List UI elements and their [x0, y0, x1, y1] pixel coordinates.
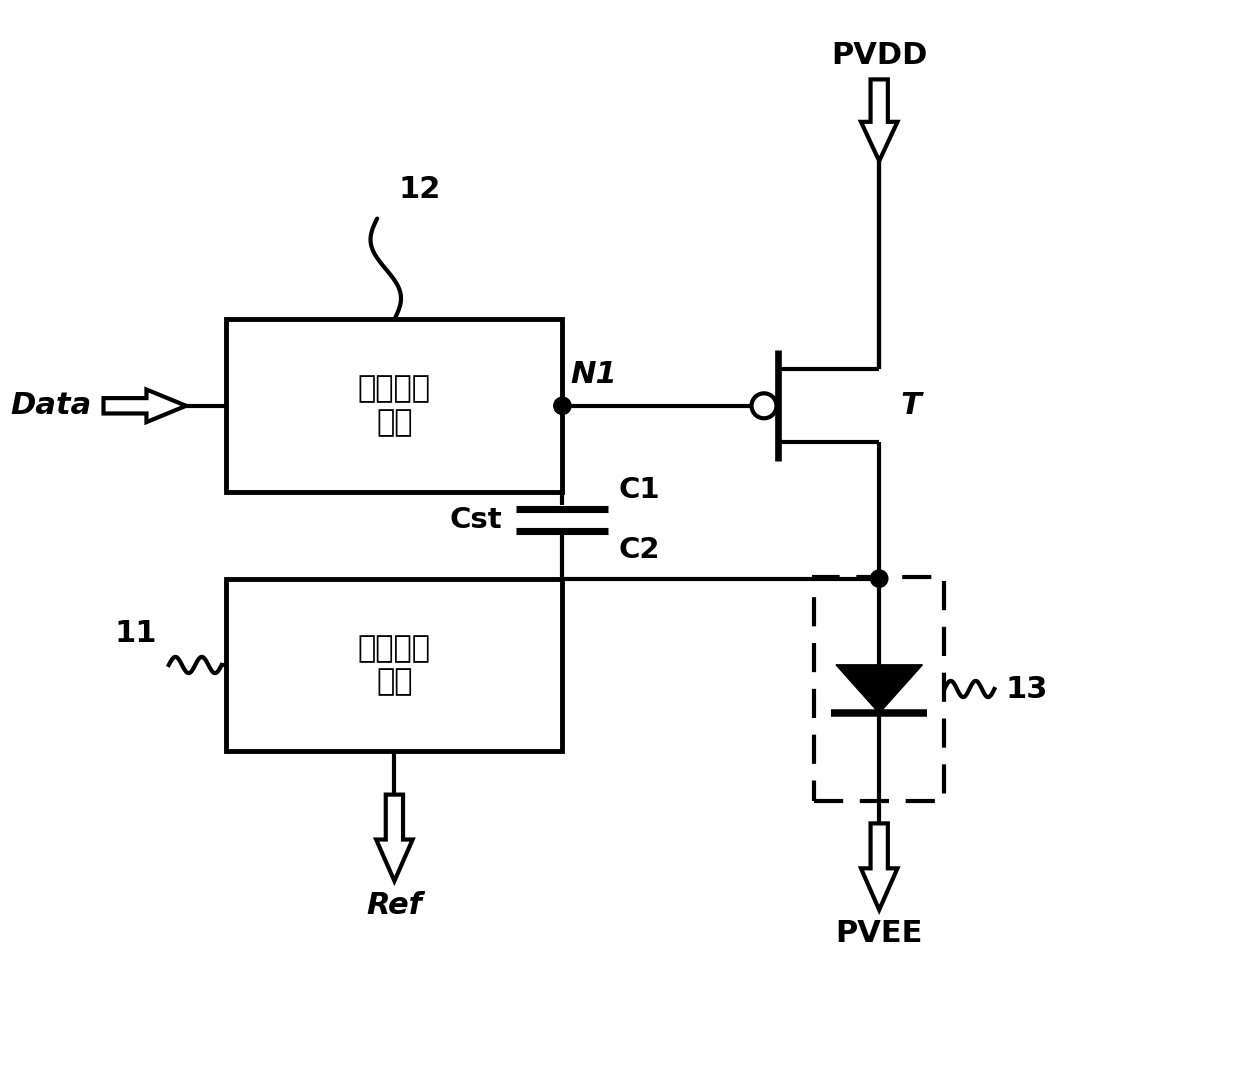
Text: 11: 11: [115, 619, 157, 647]
Text: Ref: Ref: [367, 891, 423, 920]
Text: C1: C1: [618, 475, 660, 504]
Text: 阈値补偄
模块: 阈値补偄 模块: [358, 633, 432, 697]
Bar: [227, 319, 563, 493]
Text: PVDD: PVDD: [831, 40, 928, 70]
Polygon shape: [376, 795, 413, 881]
Circle shape: [554, 397, 572, 414]
Polygon shape: [103, 389, 186, 422]
Text: 数据写入
模块: 数据写入 模块: [358, 375, 432, 437]
Bar: [227, 579, 563, 751]
Polygon shape: [861, 823, 898, 910]
Text: N1: N1: [570, 360, 616, 388]
Polygon shape: [861, 80, 898, 161]
Text: Cst: Cst: [449, 506, 502, 534]
Text: T: T: [900, 391, 921, 421]
Text: Data: Data: [11, 391, 92, 421]
Polygon shape: [836, 665, 923, 713]
Text: C2: C2: [618, 536, 660, 565]
Text: 13: 13: [1006, 675, 1048, 703]
Bar: [813, 577, 945, 801]
Text: PVEE: PVEE: [836, 919, 923, 948]
Text: 12: 12: [398, 175, 440, 204]
Circle shape: [870, 570, 888, 588]
